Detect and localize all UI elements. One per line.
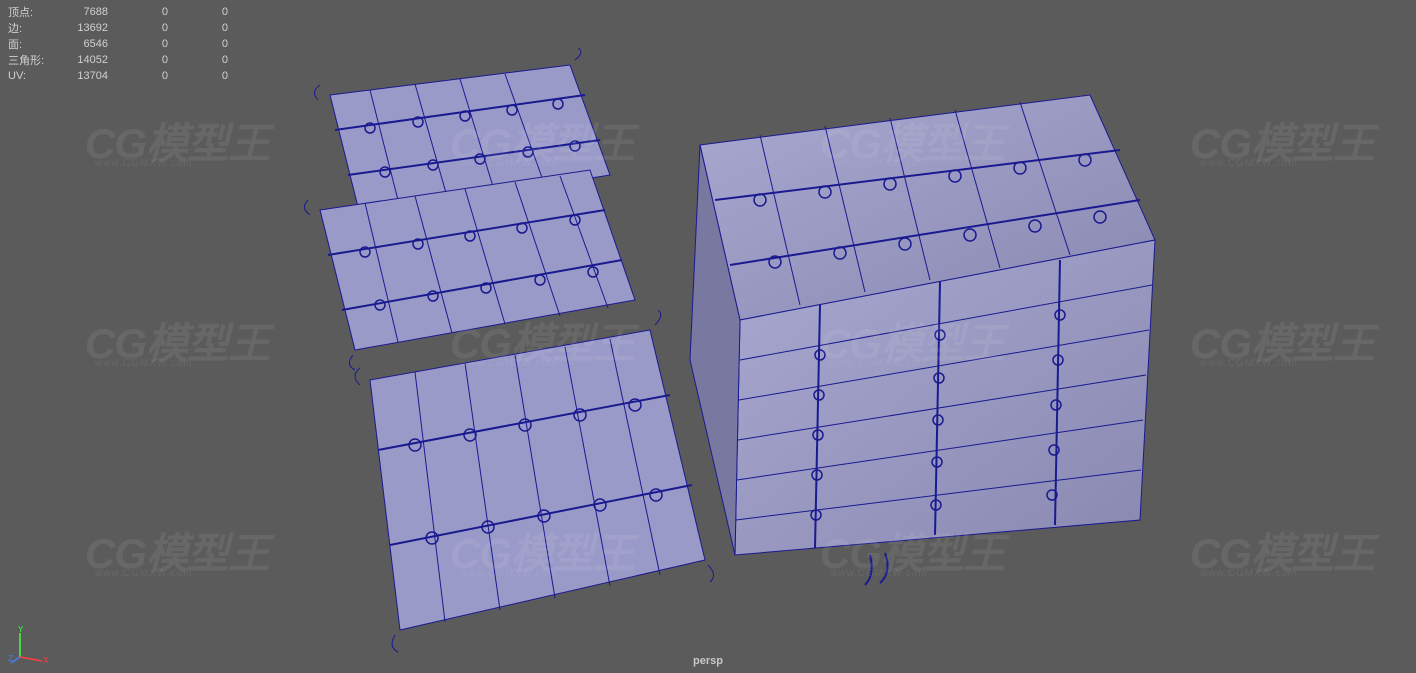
watermark-url: www.CGMXW.com (1200, 158, 1297, 169)
watermark-logo: CG模型王 (820, 310, 1004, 371)
watermark-url: www.CGMXW.com (830, 568, 927, 579)
watermark-logo: CG模型王 (1190, 520, 1374, 581)
svg-text:X: X (43, 656, 48, 665)
camera-label: persp (693, 655, 723, 667)
watermark-url: www.CGMXW.com (1200, 568, 1297, 579)
watermark-logo: CG模型王 (450, 310, 634, 371)
stats-value: 0 (108, 38, 168, 50)
stats-label: 边: (8, 20, 48, 36)
watermark-url: www.CGMXW.com (95, 358, 192, 369)
watermark-logo: CG模型王 (85, 110, 269, 171)
stats-value: 0 (168, 22, 228, 34)
watermark-url: www.CGMXW.com (830, 158, 927, 169)
stats-row-uv: UV: 13704 0 0 (8, 68, 228, 84)
stats-row-tris: 三角形: 14052 0 0 (8, 52, 228, 68)
stats-value: 7688 (48, 6, 108, 18)
stats-value: 0 (108, 70, 168, 82)
watermark-logo: CG模型王 (1190, 310, 1374, 371)
svg-text:Z: Z (8, 654, 13, 663)
stats-label: 三角形: (8, 52, 48, 68)
stats-value: 13692 (48, 22, 108, 34)
stats-value: 0 (168, 38, 228, 50)
stats-value: 0 (108, 22, 168, 34)
watermark-url: www.CGMXW.com (460, 358, 557, 369)
watermark-logo: CG模型王 (820, 110, 1004, 171)
stats-label: UV: (8, 70, 48, 82)
watermark-logo: CG模型王 (450, 520, 634, 581)
stats-label: 面: (8, 36, 48, 52)
axis-gizmo[interactable]: Y X Z (8, 625, 48, 665)
watermark-logo: CG模型王 (450, 110, 634, 171)
watermark-logo: CG模型王 (820, 520, 1004, 581)
stats-label: 顶点: (8, 4, 48, 20)
scene-render (0, 0, 1416, 673)
stats-value: 0 (168, 70, 228, 82)
stats-value: 0 (108, 6, 168, 18)
stats-row-faces: 面: 6546 0 0 (8, 36, 228, 52)
watermark-logo: CG模型王 (85, 520, 269, 581)
stats-row-edges: 边: 13692 0 0 (8, 20, 228, 36)
watermark-url: www.CGMXW.com (95, 568, 192, 579)
stats-value: 13704 (48, 70, 108, 82)
watermark-url: www.CGMXW.com (460, 158, 557, 169)
watermark-url: www.CGMXW.com (460, 568, 557, 579)
stats-value: 6546 (48, 38, 108, 50)
stats-value: 0 (168, 54, 228, 66)
stats-value: 0 (108, 54, 168, 66)
stats-panel: 顶点: 7688 0 0 边: 13692 0 0 面: 6546 0 0 三角… (0, 0, 236, 88)
watermark-logo: CG模型王 (1190, 110, 1374, 171)
stats-value: 14052 (48, 54, 108, 66)
viewport[interactable]: CG模型王www.CGMXW.comCG模型王www.CGMXW.comCG模型… (0, 0, 1416, 673)
watermark-url: www.CGMXW.com (1200, 358, 1297, 369)
watermark-url: www.CGMXW.com (95, 158, 192, 169)
svg-text:Y: Y (18, 625, 24, 634)
watermark-logo: CG模型王 (85, 310, 269, 371)
stats-row-verts: 顶点: 7688 0 0 (8, 4, 228, 20)
stats-value: 0 (168, 6, 228, 18)
watermark-url: www.CGMXW.com (830, 358, 927, 369)
